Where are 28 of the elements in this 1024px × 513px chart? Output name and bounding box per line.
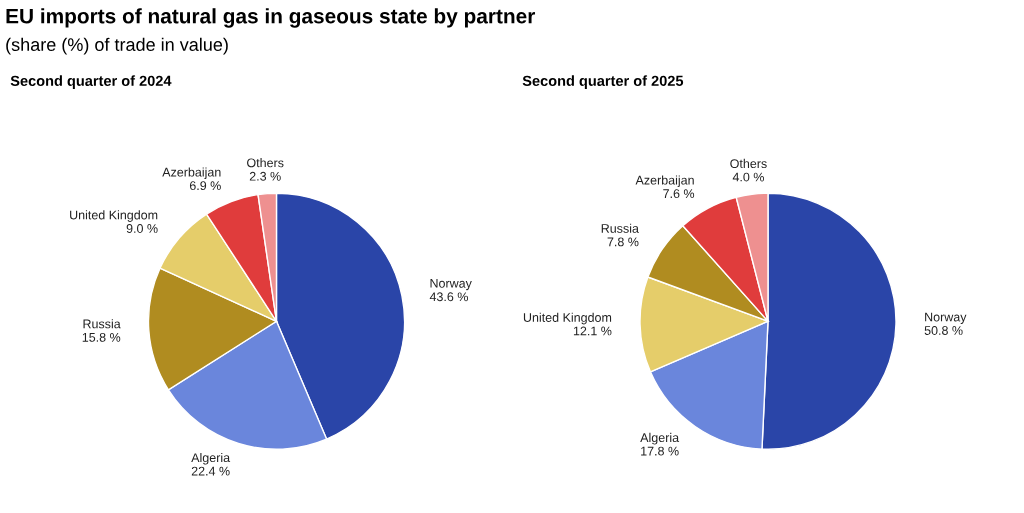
text: EU imports of natural gas in gaseous state by partner <box>6 8 536 28</box>
chart-title: Second quarter of 2025 <box>522 75 684 89</box>
slice-label: Others <box>247 158 284 168</box>
data-label: 9.0 % <box>126 224 158 233</box>
data-label: 12.1 % <box>573 326 612 336</box>
data-label: 43.6 % <box>429 292 468 302</box>
data-label: 7.6 % <box>663 189 695 199</box>
data-label: 17.8 % <box>641 446 679 456</box>
data-label: 22.4 % <box>191 466 230 476</box>
chart-title: Second quarter of 2024 <box>10 75 172 89</box>
slice-label: Algeria <box>191 452 231 465</box>
data-label: 50.8 % <box>924 326 963 335</box>
data-label: 4.0 % <box>732 172 764 182</box>
slice-label: Azerbaijan <box>635 175 694 188</box>
slice-label: Algeria <box>640 432 680 445</box>
slice-label: Norway <box>430 279 472 291</box>
slice-label: United Kingdom <box>523 312 612 325</box>
text: (share (%) of trade in value) <box>6 37 228 55</box>
slice-label: Russia <box>83 319 121 329</box>
data-label: 15.8 % <box>82 332 121 342</box>
data-label: 2.3 % <box>249 171 281 181</box>
data-label: 6.9 % <box>189 181 221 191</box>
slice-label: United Kingdom <box>70 210 158 222</box>
slice-label: Norway <box>925 312 967 324</box>
slice-label: Russia <box>601 223 639 233</box>
data-label: 7.8 % <box>607 237 639 247</box>
slice-label: Azerbaijan <box>162 167 221 180</box>
slice-label: Others <box>730 158 767 169</box>
